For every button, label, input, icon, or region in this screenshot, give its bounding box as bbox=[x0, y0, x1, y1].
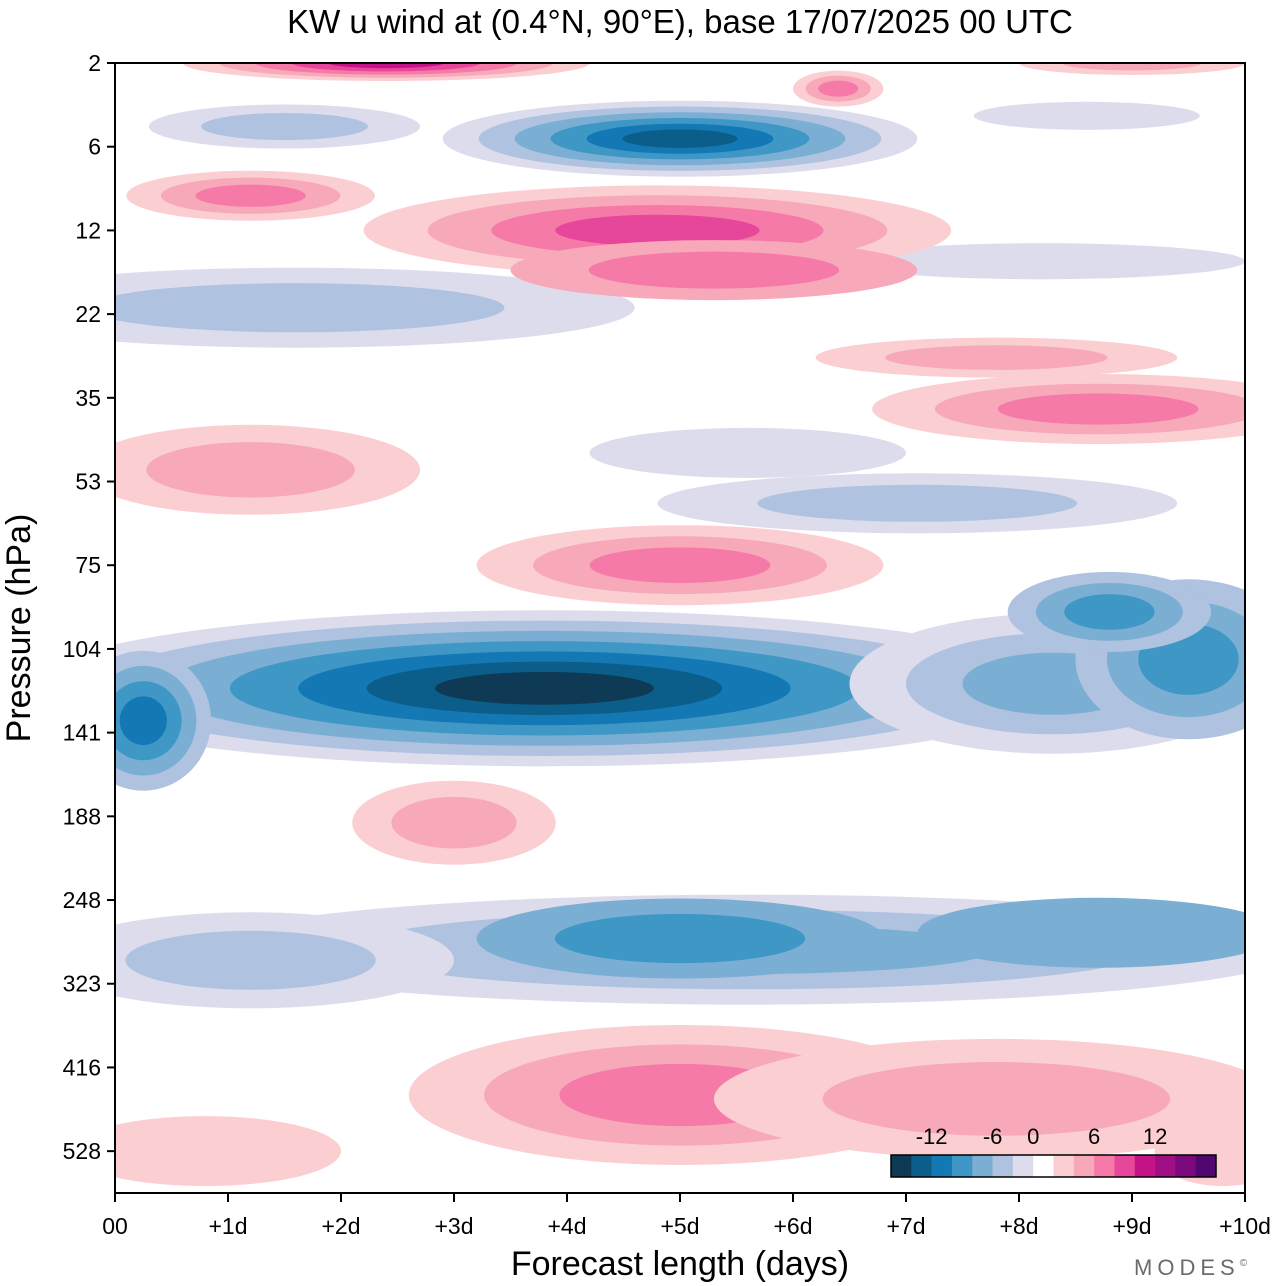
colorbar-swatch bbox=[1073, 1155, 1095, 1177]
colorbar-label: 6 bbox=[1088, 1124, 1100, 1149]
contour-region bbox=[622, 129, 738, 148]
x-tick-label: +9d bbox=[1112, 1213, 1151, 1239]
colorbar-swatch bbox=[951, 1155, 973, 1177]
x-tick-label: +4d bbox=[547, 1213, 586, 1239]
y-tick-label: 6 bbox=[88, 134, 101, 160]
y-tick-label: 528 bbox=[63, 1138, 101, 1164]
colorbar-frame bbox=[890, 1154, 1217, 1178]
contour-region bbox=[818, 80, 859, 97]
contour-region bbox=[125, 930, 376, 990]
colorbar-swatch bbox=[891, 1155, 912, 1177]
y-tick-label: 141 bbox=[63, 720, 101, 746]
x-axis-ticks: 00 +1d +2d +3d +4d +5d +6d +7d +8d +9d +10d bbox=[102, 1193, 1271, 1239]
colorbar: -12 -6 0 6 12 bbox=[890, 1124, 1217, 1178]
y-axis-label: Pressure (hPa) bbox=[0, 514, 38, 743]
y-tick-label: 2 bbox=[88, 50, 101, 76]
contour-region bbox=[201, 113, 368, 140]
contour-region bbox=[554, 913, 806, 964]
colorbar-swatch bbox=[911, 1155, 932, 1177]
contour-fields bbox=[115, 63, 1245, 1187]
colorbar-swatch bbox=[1053, 1155, 1075, 1177]
colorbar-swatch bbox=[972, 1155, 993, 1177]
y-axis-ticks: 2 6 12 22 35 53 75 104 141 188 248 323 416 528 bbox=[63, 50, 115, 1164]
contour-region bbox=[838, 243, 1245, 280]
colorbar-swatch bbox=[992, 1155, 1014, 1177]
colorbar-swatch bbox=[1134, 1155, 1156, 1177]
contour-region bbox=[973, 101, 1200, 130]
contour-region bbox=[391, 796, 517, 849]
y-tick-label: 22 bbox=[75, 301, 101, 327]
x-tick-label: +10d bbox=[1219, 1213, 1271, 1239]
y-tick-label: 12 bbox=[75, 217, 101, 243]
colorbar-swatch bbox=[1012, 1155, 1034, 1177]
x-axis-label: Forecast length (days) bbox=[511, 1245, 849, 1283]
x-tick-label: +1d bbox=[208, 1213, 247, 1239]
plot-area bbox=[115, 63, 1245, 1193]
x-tick-label: +8d bbox=[999, 1213, 1038, 1239]
contour-region bbox=[115, 1116, 341, 1187]
contour-region bbox=[435, 671, 654, 705]
colorbar-swatch bbox=[1175, 1155, 1196, 1177]
chart-title: KW u wind at (0.4°N, 90°E), base 17/07/2… bbox=[287, 3, 1073, 40]
contour-region bbox=[757, 484, 1078, 522]
y-tick-label: 416 bbox=[63, 1054, 101, 1080]
contour-region bbox=[195, 184, 306, 207]
colorbar-swatch bbox=[1195, 1155, 1217, 1177]
y-tick-label: 104 bbox=[63, 636, 102, 662]
y-tick-label: 35 bbox=[75, 385, 101, 411]
x-tick-label: 00 bbox=[102, 1213, 128, 1239]
colorbar-label: 12 bbox=[1143, 1124, 1167, 1149]
colorbar-swatch bbox=[1114, 1155, 1136, 1177]
contour-region bbox=[885, 345, 1108, 370]
colorbar-label: -6 bbox=[983, 1124, 1003, 1149]
contour-region bbox=[589, 427, 906, 478]
x-tick-label: +5d bbox=[660, 1213, 699, 1239]
contour-region bbox=[589, 547, 771, 583]
colorbar-swatch bbox=[1155, 1155, 1176, 1177]
contour-region bbox=[119, 696, 167, 745]
contour-region bbox=[146, 442, 355, 498]
colorbar-swatch bbox=[1033, 1155, 1054, 1177]
x-tick-label: +6d bbox=[773, 1213, 812, 1239]
contour-region bbox=[822, 1062, 1171, 1136]
contour-region bbox=[115, 283, 505, 333]
colorbar-swatch bbox=[1094, 1155, 1115, 1177]
y-tick-label: 248 bbox=[63, 887, 101, 913]
contour-region bbox=[588, 251, 840, 289]
x-tick-label: +3d bbox=[434, 1213, 473, 1239]
x-tick-label: +7d bbox=[886, 1213, 925, 1239]
contour-region bbox=[997, 393, 1199, 425]
y-tick-label: 75 bbox=[75, 552, 101, 578]
contour-region bbox=[917, 897, 1245, 968]
colorbar-label: -12 bbox=[916, 1124, 948, 1149]
contour-region bbox=[555, 214, 760, 247]
contour-region bbox=[328, 63, 445, 69]
colorbar-swatch bbox=[931, 1155, 953, 1177]
x-tick-label: +2d bbox=[321, 1213, 360, 1239]
contour-region bbox=[1062, 63, 1202, 71]
colorbar-label: 0 bbox=[1027, 1124, 1039, 1149]
brand-logo: MODES© bbox=[1134, 1255, 1248, 1280]
y-tick-label: 53 bbox=[75, 469, 101, 495]
y-tick-label: 323 bbox=[63, 971, 101, 997]
contour-region bbox=[1064, 594, 1155, 630]
y-tick-label: 188 bbox=[63, 803, 101, 829]
